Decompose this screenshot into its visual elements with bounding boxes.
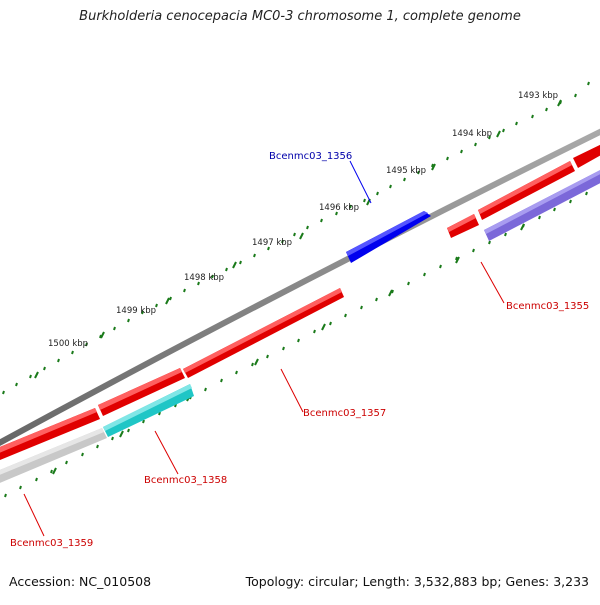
gene-label-g1358[interactable]: Bcenmc03_1358: [144, 475, 227, 486]
leader-g1356: [349, 160, 372, 204]
cds-g1359-gray[interactable]: [0, 428, 107, 485]
cds-g1356[interactable]: [346, 211, 431, 263]
gene-label-g1357[interactable]: Bcenmc03_1357: [303, 408, 386, 419]
cds-g1359-red[interactable]: [0, 408, 100, 462]
outer-ruler-major: [34, 99, 562, 379]
accession-label: Accession: NC_010508: [9, 574, 152, 589]
gene-label-g1356[interactable]: Bcenmc03_1356: [269, 151, 352, 162]
leader-g1359: [23, 493, 45, 537]
tick-label-1498: 1498 kbp: [184, 273, 224, 283]
cds-g1355-purple[interactable]: [484, 165, 600, 241]
tick-label-1496: 1496 kbp: [319, 203, 359, 213]
cds-g1355-small[interactable]: [447, 214, 479, 238]
inner-ruler: [4, 191, 588, 498]
cds-g1355-red[interactable]: [478, 161, 575, 220]
gene-label-g1355[interactable]: Bcenmc03_1355: [506, 301, 589, 312]
genome-summary: Topology: circular; Length: 3,532,883 bp…: [245, 574, 589, 589]
map-title: Burkholderia cenocepacia MC0-3 chromosom…: [79, 9, 521, 24]
tick-label-1500: 1500 kbp: [48, 339, 88, 349]
tick-label-1497: 1497 kbp: [252, 238, 292, 248]
gene-label-g1359[interactable]: Bcenmc03_1359: [10, 538, 93, 549]
tick-label-1494: 1494 kbp: [452, 129, 492, 139]
tick-label-1499: 1499 kbp: [116, 306, 156, 316]
tick-label-1495: 1495 kbp: [386, 166, 426, 176]
cds-g1357b[interactable]: [98, 368, 185, 416]
tick-label-1493: 1493 kbp: [518, 91, 558, 101]
outer-ruler: [2, 81, 590, 395]
leader-g1358: [154, 430, 179, 475]
cds-g1358[interactable]: [103, 384, 194, 437]
leader-g1355: [480, 261, 505, 304]
genome-backbone: [0, 128, 600, 446]
inner-ruler-major: [52, 223, 525, 475]
cds-g1357[interactable]: [183, 288, 344, 378]
leader-g1357: [280, 368, 304, 413]
cds-right-edge[interactable]: [573, 140, 600, 168]
